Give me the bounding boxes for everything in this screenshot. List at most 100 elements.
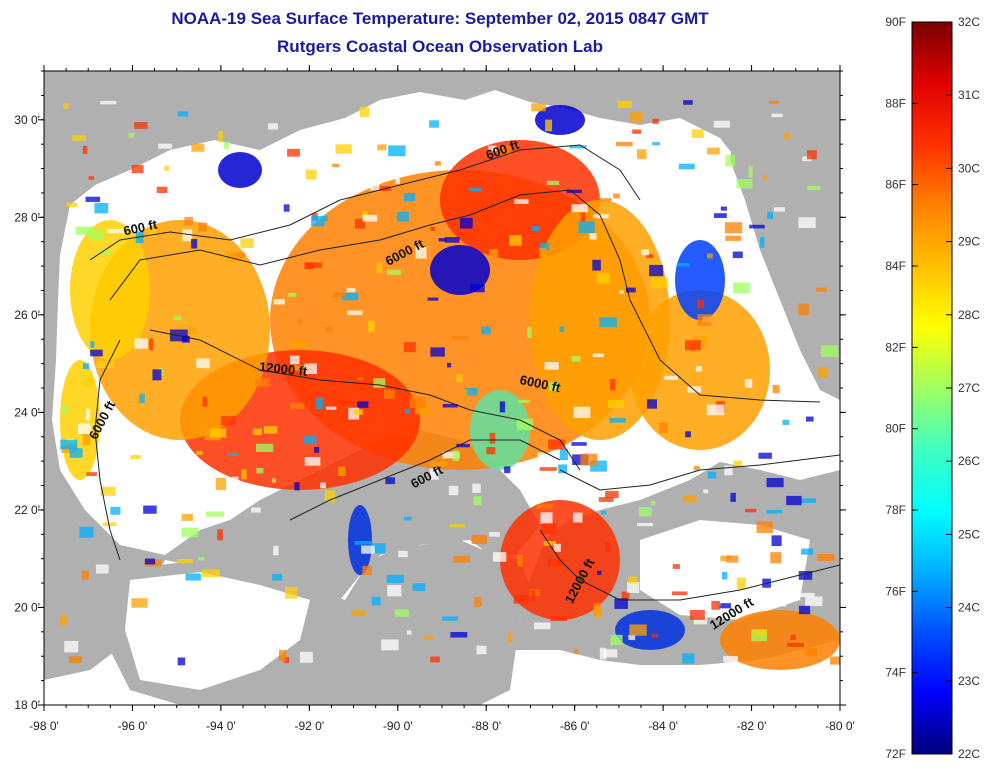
sst-speckle [807, 185, 821, 191]
colorbar-f-label: 88F [885, 96, 906, 110]
sst-speckle [471, 534, 487, 545]
sst-speckle [572, 512, 583, 523]
sst-speckle [144, 558, 156, 565]
colorbar-c-label: 31C [958, 88, 980, 102]
sst-speckle [285, 586, 298, 599]
sst-speckle [610, 634, 623, 645]
sst-speckle [720, 206, 727, 211]
sst-speckle [292, 365, 308, 371]
sst-speckle [758, 452, 772, 459]
sst-speckle [403, 193, 416, 202]
sst-speckle [817, 554, 835, 561]
sst-speckle [361, 545, 375, 554]
sst-speckle [160, 485, 166, 497]
sst-speckle [100, 486, 116, 496]
sst-speckle [195, 450, 203, 455]
sst-speckle [759, 236, 765, 248]
colorbar-f-label: 78F [885, 503, 906, 517]
sst-speckle [592, 259, 601, 271]
sst-speckle [707, 253, 713, 259]
colorbar-f-label: 90F [885, 15, 906, 29]
sst-speckle [88, 229, 104, 241]
sst-speckle [209, 428, 227, 438]
sst-speckle [718, 185, 729, 193]
sst-speckle [411, 143, 425, 156]
sst-speckle [580, 212, 586, 222]
sst-speckle [733, 460, 743, 468]
sst-speckle [772, 384, 780, 394]
sst-speckle [605, 490, 619, 499]
sst-speckle [394, 609, 409, 617]
sst-speckle [646, 254, 654, 258]
sst-speckle [359, 106, 370, 118]
sst-speckle [500, 145, 511, 156]
sst-speckle [514, 199, 529, 205]
sst-speckle [110, 506, 121, 515]
sst-speckle [459, 217, 473, 229]
sst-speckle [182, 229, 193, 242]
sst-speckle [304, 363, 317, 375]
sst-speckle [430, 656, 440, 663]
sst-speckle [685, 340, 701, 351]
sst-speckle [713, 120, 730, 128]
sst-speckle [745, 508, 757, 513]
colorbar-ramp [911, 21, 953, 755]
sst-speckle [805, 596, 823, 607]
colorbar-f-label: 84F [885, 259, 906, 273]
sst-speckle [240, 238, 254, 248]
sst-speckle [107, 228, 125, 234]
sst-speckle [131, 164, 144, 174]
colorbar-f-label: 74F [885, 666, 906, 680]
sst-speckle [736, 178, 753, 189]
colorbar-c-label: 27C [958, 381, 980, 395]
sst-speckle [169, 442, 188, 451]
sst-speckle [771, 113, 783, 118]
sst-speckle [723, 655, 738, 663]
sst-speckle [733, 282, 751, 294]
sst-speckle [798, 571, 813, 580]
sst-speckle [710, 587, 720, 597]
sst-speckle [504, 466, 511, 474]
sst-speckle [442, 451, 460, 459]
sst-speckle [672, 564, 680, 569]
sst-speckle [409, 396, 426, 408]
sst-speckle [423, 635, 434, 640]
sst-speckle [664, 375, 678, 380]
sst-speckle [492, 552, 507, 562]
sst-speckle [62, 405, 68, 414]
colorbar-c-label: 29C [958, 235, 980, 249]
colorbar-c-label: 22C [958, 747, 980, 761]
sst-speckle [387, 269, 402, 275]
sst-speckle [766, 477, 784, 488]
lat-tick-label: 22 0' [14, 503, 40, 517]
sst-speckle [682, 495, 697, 503]
sst-speckle [134, 222, 144, 226]
sst-speckle [429, 468, 439, 480]
sst-speckle [198, 222, 208, 232]
sst-speckle [656, 470, 661, 475]
sst-patch [218, 152, 262, 188]
sst-speckle [191, 143, 205, 152]
sst-speckle [767, 211, 774, 220]
sst-speckle [625, 287, 636, 293]
sst-speckle [442, 616, 458, 621]
contour-600ft-north [89, 144, 641, 261]
sst-speckle [228, 452, 239, 457]
sst-speckle [304, 457, 321, 466]
sst-speckle [362, 565, 373, 576]
sst-speckle [354, 409, 363, 416]
sst-speckle [102, 522, 117, 527]
sst-speckle [63, 103, 69, 109]
sst-speckle [96, 361, 115, 368]
contour-label: 12000 ft [258, 359, 308, 379]
sst-speckle [94, 202, 109, 214]
sst-speckle [787, 642, 805, 647]
sst-speckle [545, 119, 553, 132]
lat-tick-label: 20 0' [14, 600, 40, 614]
sst-patch [675, 240, 725, 320]
sst-speckle [396, 211, 409, 222]
sst-speckle [370, 182, 380, 191]
sst-speckle [156, 186, 168, 194]
